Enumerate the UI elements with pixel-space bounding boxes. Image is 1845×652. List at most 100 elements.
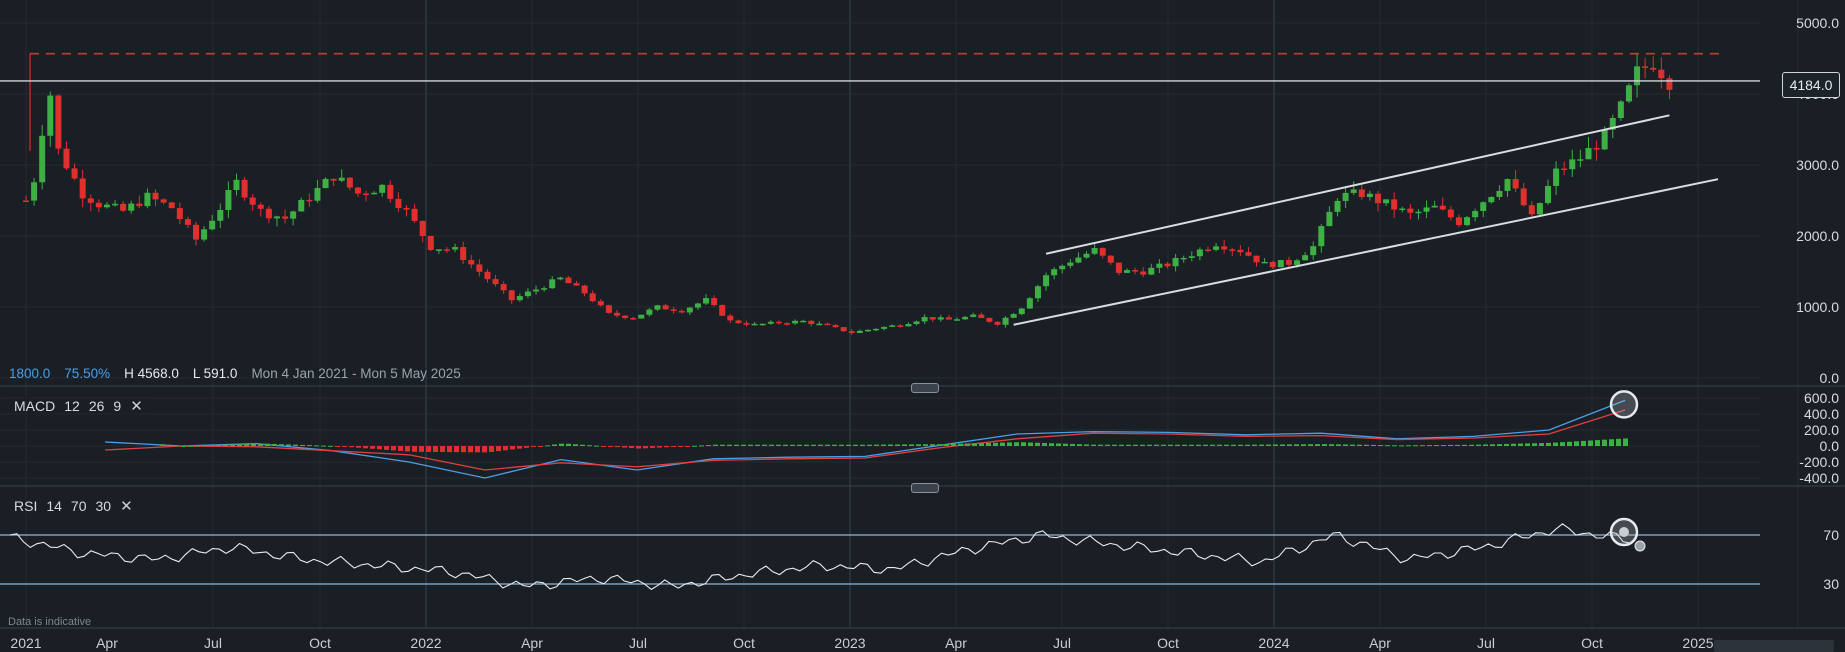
macd-histogram-bar [482,446,487,453]
candle-body [954,319,961,321]
candle-body [314,188,321,201]
macd-series [104,399,1628,479]
signal-line [104,409,1626,471]
close-icon[interactable]: ✕ [120,498,133,515]
macd-histogram-bar [1567,441,1572,446]
macd-histogram-bar [1336,444,1341,446]
macd-histogram-bar [1462,444,1467,446]
rsi-legend[interactable]: RSI 14 70 30 ✕ [10,496,137,516]
time-axis-tick: Jul [1477,635,1495,651]
macd-histogram-bar [1056,443,1061,446]
candle-body [1472,211,1479,218]
macd-histogram-bar [790,444,795,446]
candle-body [646,309,653,315]
macd-histogram-bar [1280,444,1285,446]
candle-body [1196,249,1203,257]
macd-histogram-bar [1448,444,1453,446]
candle-body [1172,257,1179,267]
candle-body [403,208,410,210]
candle-body [613,312,620,316]
candle-body [1075,257,1082,263]
macd-histogram-bar [510,446,515,450]
macd-histogram-bar [370,446,375,449]
macd-histogram-bar [860,444,865,446]
info-level: 1800.0 [9,366,51,381]
candle-body [1285,260,1292,265]
candle-body [306,199,313,202]
macd-histogram-bar [1301,444,1306,446]
candle-body [573,283,580,286]
time-axis-tick: 2024 [1258,635,1289,651]
macd-param: 26 [88,398,105,414]
close-icon[interactable]: ✕ [130,398,143,415]
macd-axis-tick: 600.0 [1804,390,1839,406]
macd-histogram-bar [1252,444,1257,446]
macd-histogram-bar [825,444,830,446]
candle-body [201,229,208,240]
candle-body [55,95,62,149]
candle-body [711,298,718,306]
candle-body [1294,260,1301,265]
macd-histogram-bar [1217,444,1222,446]
candle-body [605,305,612,313]
macd-histogram-bar [1000,442,1005,446]
macd-histogram-bar [713,444,718,446]
macd-histogram-bar [1490,444,1495,446]
candle-body [1326,211,1333,227]
macd-histogram-bar [1511,443,1516,446]
candle-body [1164,263,1171,267]
macd-axis-tick: -200.0 [1799,454,1839,470]
macd-legend[interactable]: MACD 12 26 9 ✕ [10,396,147,416]
macd-histogram-bar [944,444,949,446]
macd-histogram-bar [685,446,690,447]
macd-histogram-bar [559,443,564,446]
trend-channel[interactable] [1013,114,1719,326]
candle-body [298,199,305,212]
macd-histogram-bar [321,445,326,447]
candle-body [233,179,240,191]
info-percent: 75.50% [64,366,111,381]
macd-histogram-bar [391,446,396,451]
price-levels[interactable] [0,52,1760,151]
candle-body [508,290,515,301]
candle-body [484,271,491,280]
candle-body [1634,66,1641,86]
pane-resize-handle[interactable] [911,483,939,493]
macd-histogram-bar [356,446,361,448]
candle-body [1051,269,1058,276]
candle-body [1083,253,1090,258]
candle-body [63,148,70,169]
candle-body [986,317,993,322]
macd-histogram-bar [237,444,242,446]
macd-histogram-bar [1350,444,1355,446]
info-high: H 4568.0 [124,366,179,381]
candle-body [103,204,110,208]
macd-histogram-bar [1273,444,1278,446]
rsi-param: 70 [70,498,87,514]
macd-line [104,399,1626,479]
candle-body [1464,217,1471,226]
candle-body [897,325,904,327]
candle-body [1018,308,1025,315]
macd-histogram-bar [363,446,368,449]
candle-body [856,330,863,333]
candle-body [654,305,661,310]
macd-histogram-bar [804,444,809,446]
candle-body [1553,168,1560,186]
macd-histogram-bar [839,444,844,446]
macd-histogram-bar [720,444,725,446]
time-scroll-thumb[interactable] [1714,640,1834,652]
price-series [23,54,1673,335]
macd-histogram-bar [881,444,886,446]
candle-body [1213,246,1220,250]
candle-body [1366,193,1373,197]
macd-histogram-bar [1287,444,1292,446]
macd-axis-tick: 0.0 [1820,438,1840,454]
candle-body [1383,199,1390,204]
pane-resize-handle[interactable] [911,383,939,393]
macd-histogram-bar [1427,445,1432,447]
candle-body [1043,275,1050,287]
candle-body [1561,168,1568,171]
macd-histogram-bar [314,445,319,447]
